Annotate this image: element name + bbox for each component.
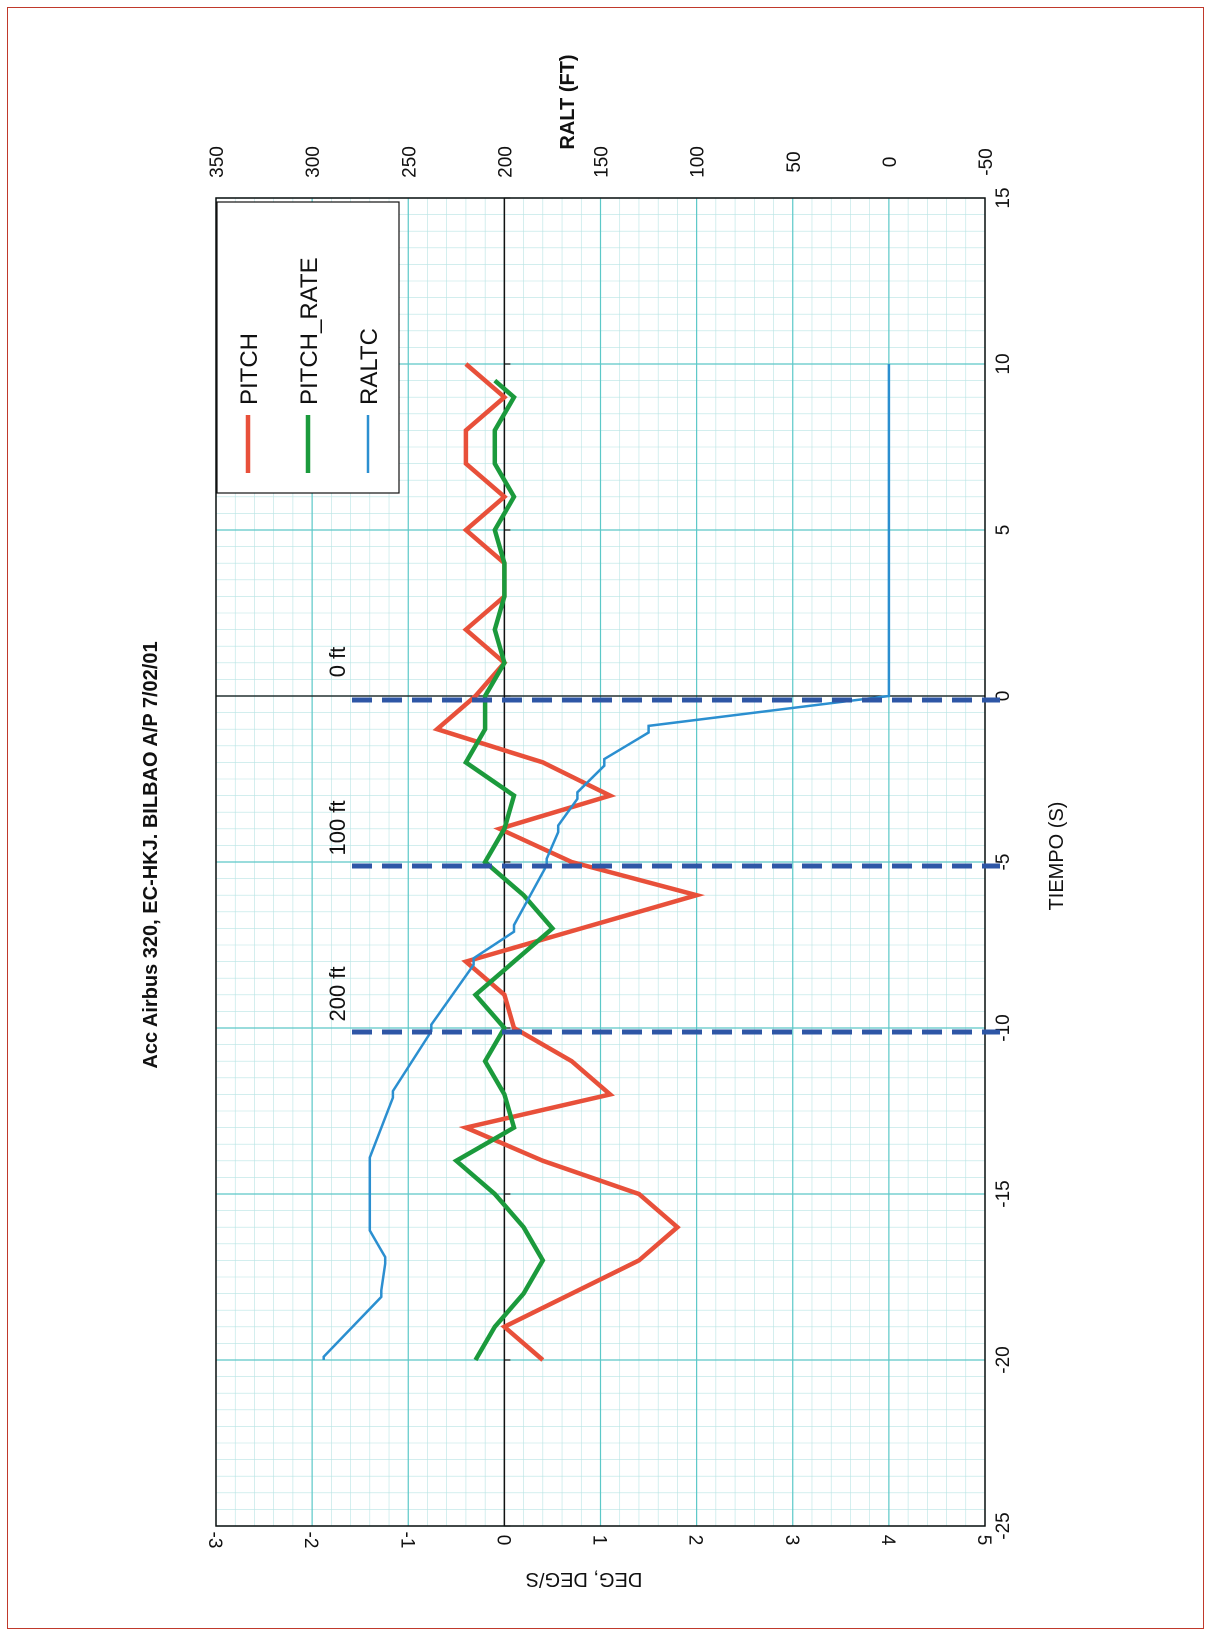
y-tick-label: 5 — [973, 1535, 994, 1546]
y2-tick-label: 300 — [303, 146, 324, 178]
altitude-markers: 200 ft 100 ft 0 ft — [325, 647, 1000, 1035]
y-tick-label: 2 — [685, 1535, 706, 1546]
x-tick-label: 0 — [993, 691, 1014, 702]
page-frame — [7, 7, 1204, 1629]
x-tick-label: 5 — [993, 525, 1014, 536]
legend-label: PITCH_RATE — [296, 257, 323, 405]
y-tick-label: -3 — [204, 1532, 225, 1549]
tick-labels: -3 -2 -1 0 1 2 3 4 5-50050100150200250300350-25-… — [204, 146, 1014, 1548]
x-axis-label: TIEMPO (S) — [1046, 802, 1068, 911]
altitude-marker-label: 200 ft — [325, 966, 350, 1021]
y2-tick-label: -50 — [976, 148, 997, 175]
y-tick-label: 1 — [589, 1535, 610, 1546]
series-pitch-line — [432, 362, 706, 1362]
y-tick-label: -1 — [396, 1532, 417, 1549]
y-axis-label: DEG, DEG/S — [526, 1568, 643, 1590]
series-raltc-line — [322, 364, 891, 1360]
y2-tick-label: 50 — [784, 151, 805, 172]
y2-tick-label: 350 — [207, 146, 228, 178]
y2-axis-label: RALT (FT) — [557, 54, 579, 149]
x-tick-label: -15 — [993, 1180, 1014, 1207]
x-tick-label: 15 — [993, 187, 1014, 208]
series-lines — [322, 362, 891, 1362]
y2-tick-label: 0 — [880, 157, 901, 168]
axes — [215, 197, 986, 1527]
plot-border — [215, 197, 986, 1527]
y-tick-label: 4 — [877, 1535, 898, 1546]
y2-tick-label: 100 — [688, 146, 709, 178]
legend: PITCH PITCH_RATE RALTC — [216, 201, 400, 494]
legend-label: PITCH — [236, 333, 263, 405]
x-tick-label: 10 — [993, 353, 1014, 374]
x-tick-label: -20 — [993, 1346, 1014, 1373]
y-tick-label: 3 — [781, 1535, 802, 1546]
y-tick-label: -2 — [300, 1532, 321, 1549]
altitude-marker-label: 0 ft — [325, 647, 350, 678]
altitude-marker-label: 100 ft — [325, 800, 350, 855]
legend-label: RALTC — [356, 328, 383, 405]
chart-title: Acc Airbus 320, EC-HKJ. BILBAO A/P 7/02/… — [140, 641, 162, 1068]
x-tick-label: -25 — [993, 1512, 1014, 1539]
series-pitch-rate-line — [452, 378, 556, 1362]
y2-tick-label: 250 — [399, 146, 420, 178]
y2-tick-label: 200 — [495, 146, 516, 178]
x-tick-label: -10 — [993, 1014, 1014, 1041]
y2-tick-label: 150 — [592, 146, 613, 178]
y-tick-label: 0 — [492, 1535, 513, 1546]
